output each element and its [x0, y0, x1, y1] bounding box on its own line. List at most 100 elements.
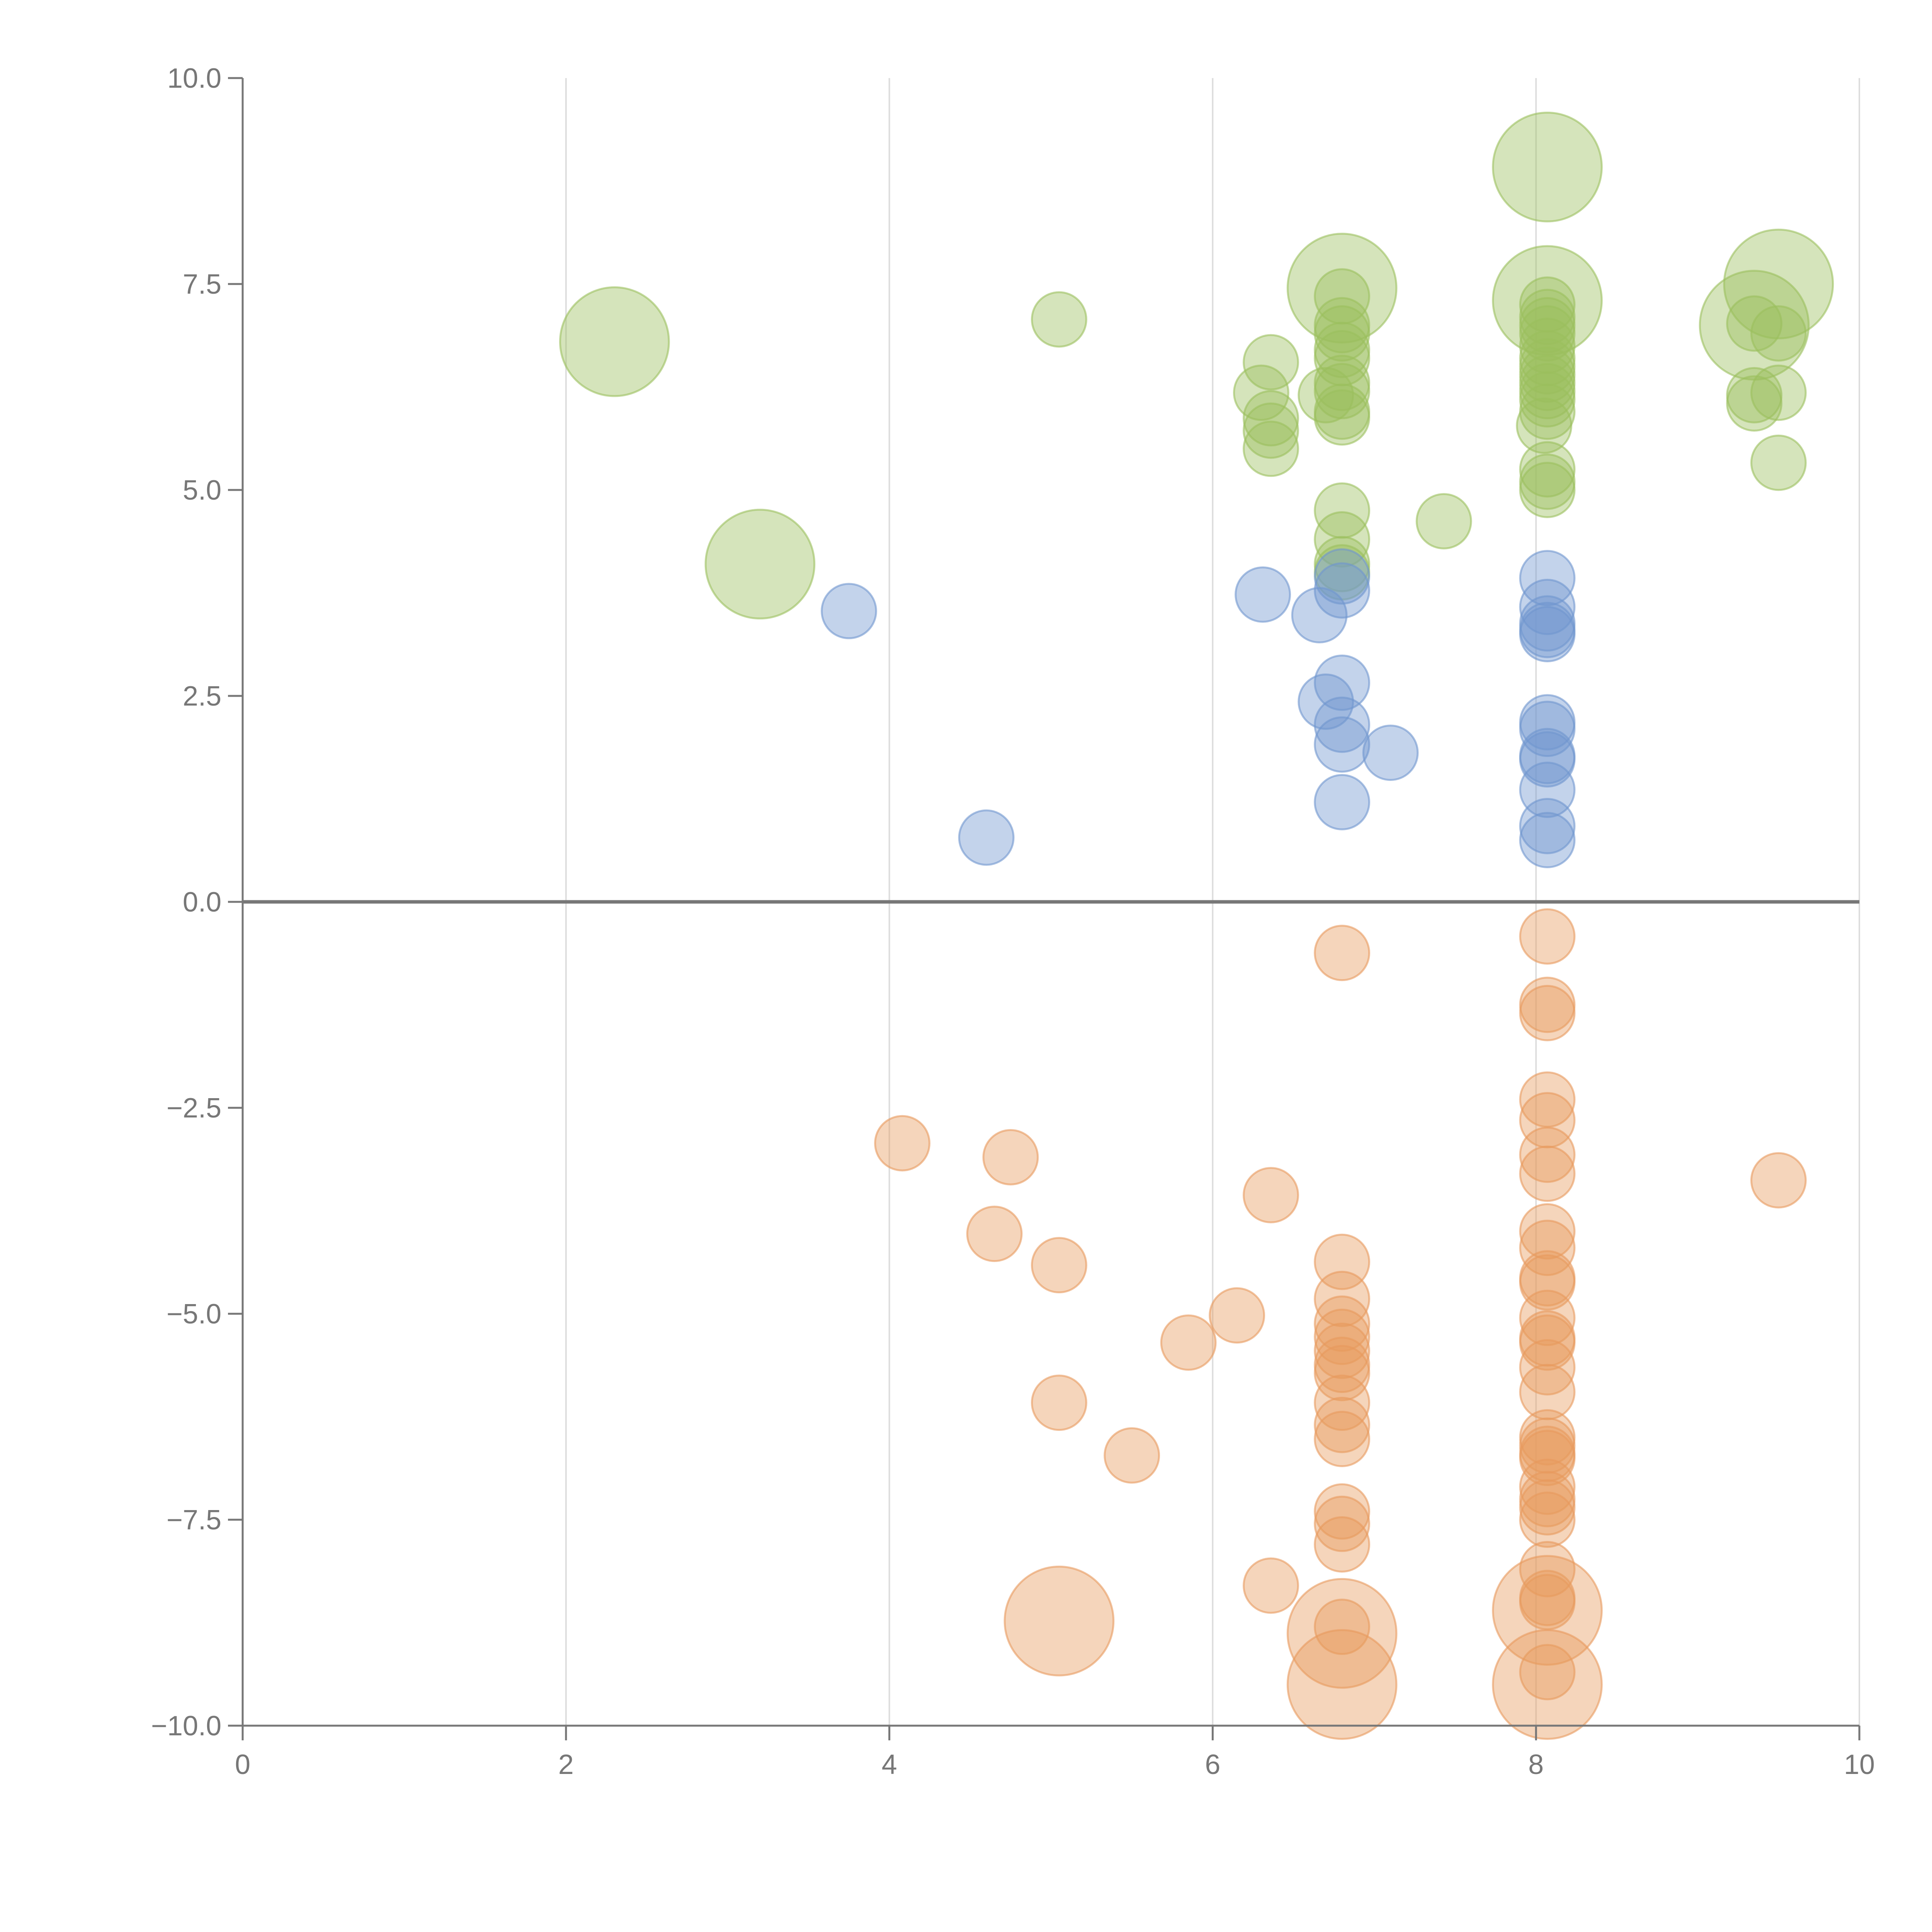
data-point-green: [1243, 334, 1299, 391]
data-point-orange: [1160, 1314, 1217, 1371]
axes: [228, 77, 1861, 1740]
y-tick-label: −2.5: [167, 1093, 221, 1124]
data-point-orange: [1519, 1644, 1576, 1701]
x-tick-label: 2: [558, 1749, 574, 1780]
data-point-blue: [1519, 812, 1576, 869]
y-tick-label: 7.5: [183, 269, 221, 300]
data-point-blue: [1519, 798, 1576, 854]
data-point-green: [1516, 397, 1573, 454]
data-point-green: [1519, 453, 1576, 510]
data-point-green: [1519, 354, 1576, 411]
tick-labels: 10.0 7.5 5.0 2.5 0.0 −2.5 −5.0 −7.5 −10.0 0 2 4 6 8 10: [151, 63, 1875, 1780]
data-point-blue: [1362, 724, 1419, 781]
data-point-orange: [1519, 1289, 1576, 1346]
x-tick-label: 4: [882, 1749, 897, 1780]
data-point-orange: [1314, 1483, 1371, 1540]
data-point-green: [1519, 305, 1576, 362]
data-point-green: [1314, 297, 1371, 354]
data-point-orange: [1519, 1492, 1576, 1548]
data-points: [559, 111, 1834, 1740]
data-point-blue: [1519, 550, 1576, 607]
data-point-blue: [1314, 654, 1371, 711]
data-point-orange: [1519, 1145, 1576, 1202]
data-point-green: [1726, 367, 1782, 423]
data-point-orange: [1519, 1409, 1576, 1466]
data-point-blue: [1314, 548, 1371, 605]
data-point-orange: [1314, 1495, 1371, 1552]
data-point-orange: [1314, 1323, 1371, 1379]
data-point-blue: [1235, 566, 1291, 623]
data-point-blue: [821, 583, 877, 639]
data-point-green: [1243, 420, 1299, 477]
data-point-orange: [874, 1115, 930, 1172]
data-point-green: [1286, 233, 1398, 344]
data-point-green: [1750, 434, 1807, 491]
data-point-green: [1031, 291, 1087, 348]
x-tick-label: 10: [1844, 1749, 1875, 1780]
y-tick-label: −7.5: [167, 1505, 221, 1536]
data-point-green: [1519, 441, 1576, 498]
data-point-green: [559, 286, 670, 397]
data-point-orange: [1286, 1578, 1398, 1689]
y-tick-label: −5.0: [167, 1299, 221, 1330]
data-point-green: [704, 509, 816, 620]
data-point-orange: [1314, 1411, 1371, 1467]
data-point-orange: [1031, 1237, 1087, 1294]
data-point-orange: [1314, 1345, 1371, 1401]
data-point-orange: [1519, 1479, 1576, 1536]
data-point-orange: [1314, 1599, 1371, 1655]
data-point-orange: [1750, 1152, 1807, 1209]
data-point-orange: [982, 1129, 1039, 1185]
data-point-orange: [1519, 1126, 1576, 1183]
data-point-orange: [1104, 1427, 1160, 1484]
data-point-orange: [1243, 1557, 1299, 1614]
data-point-orange: [1519, 1471, 1576, 1527]
y-tick-label: 10.0: [167, 63, 221, 94]
data-point-orange: [1314, 1516, 1371, 1573]
data-point-orange: [1003, 1565, 1115, 1677]
data-point-green: [1415, 493, 1472, 549]
data-point-orange: [1314, 925, 1371, 981]
x-tick-label: 8: [1528, 1749, 1544, 1780]
data-point-blue: [1314, 774, 1371, 830]
data-point-green: [1723, 228, 1834, 340]
data-point-orange: [1519, 1203, 1576, 1260]
data-point-green: [1314, 354, 1371, 411]
data-point-blue: [1519, 606, 1576, 662]
data-point-green: [1243, 402, 1299, 459]
data-point-green: [1750, 364, 1807, 421]
data-point-green: [1519, 289, 1576, 345]
data-point-blue: [1314, 716, 1371, 773]
data-point-green: [1314, 389, 1371, 446]
data-point-orange: [1519, 1458, 1576, 1515]
data-point-orange: [1519, 1541, 1576, 1597]
data-point-green: [1519, 297, 1576, 354]
data-point-orange: [1209, 1287, 1265, 1344]
data-point-orange: [1519, 1339, 1576, 1396]
data-point-orange: [1519, 1430, 1576, 1486]
data-point-green: [1519, 338, 1576, 395]
y-tick-label: 0.0: [183, 887, 221, 918]
data-point-orange: [1286, 1629, 1398, 1740]
data-point-orange: [1519, 1254, 1576, 1311]
data-point-orange: [1519, 1314, 1576, 1371]
data-point-orange: [1314, 1396, 1371, 1453]
data-point-blue: [1314, 562, 1371, 619]
data-point-green: [1519, 462, 1576, 518]
y-tick-label: −10.0: [151, 1711, 221, 1742]
data-point-green: [1314, 305, 1371, 362]
data-point-orange: [966, 1206, 1023, 1262]
data-point-green: [1243, 390, 1299, 447]
data-point-green: [1314, 321, 1371, 378]
y-tick-label: 5.0: [183, 475, 221, 506]
data-point-green: [1492, 111, 1603, 223]
y-tick-label: 2.5: [183, 681, 221, 712]
data-point-orange: [1519, 976, 1576, 1033]
data-point-blue: [958, 809, 1015, 866]
data-point-orange: [1243, 1167, 1299, 1223]
data-point-orange: [1519, 985, 1576, 1041]
data-point-orange: [1519, 1219, 1576, 1276]
data-point-orange: [1492, 1629, 1603, 1740]
